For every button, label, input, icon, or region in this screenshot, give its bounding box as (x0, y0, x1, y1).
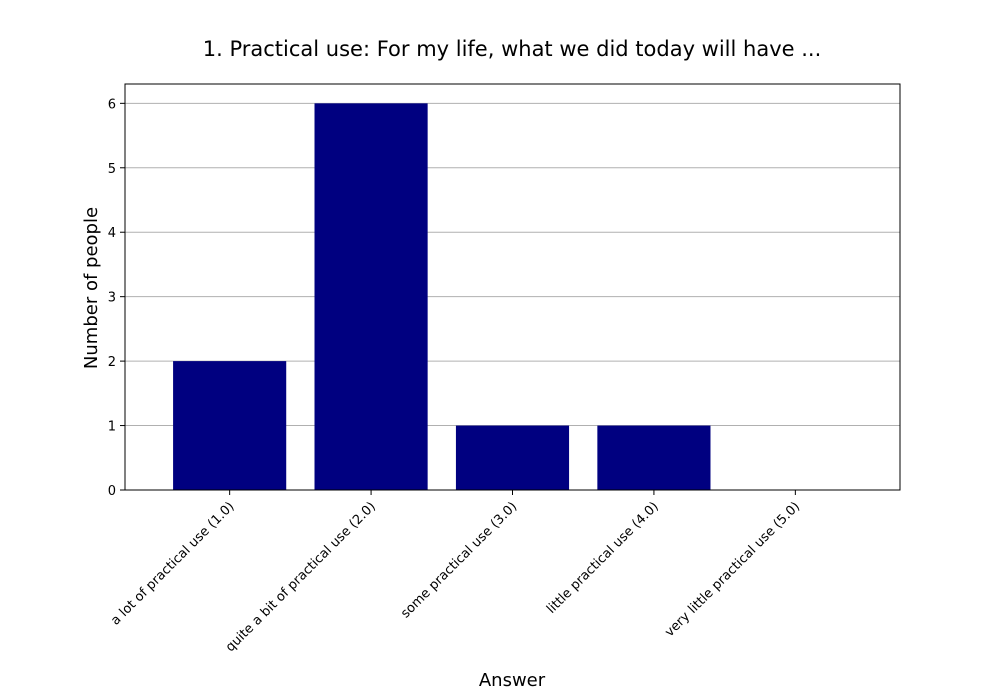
x-tick-label: quite a bit of practical use (2.0) (223, 499, 379, 655)
x-axis-label: Answer (479, 670, 546, 691)
y-tick-label: 2 (108, 355, 116, 370)
y-tick-label: 3 (108, 291, 116, 306)
y-tick-label: 1 (108, 420, 116, 435)
x-tick-label: a lot of practical use (1.0) (108, 499, 237, 628)
bar (173, 361, 287, 490)
y-axis-label: Number of people (81, 207, 102, 369)
x-axis-ticks: a lot of practical use (1.0)quite a bit … (108, 490, 803, 655)
y-tick-label: 4 (108, 226, 116, 241)
chart-title: 1. Practical use: For my life, what we d… (203, 37, 822, 61)
bar (314, 103, 428, 490)
y-tick-label: 0 (108, 484, 116, 499)
x-tick-label: some practical use (3.0) (398, 499, 520, 621)
y-tick-label: 6 (108, 97, 116, 112)
bars (173, 103, 711, 490)
y-axis-ticks: 0 1 2 3 4 5 6 (108, 97, 125, 499)
x-tick-label: little practical use (4.0) (544, 499, 662, 617)
bar (455, 425, 570, 490)
y-tick-label: 5 (108, 162, 116, 177)
bar (597, 425, 711, 490)
x-tick-label: very little practical use (5.0) (662, 499, 803, 640)
